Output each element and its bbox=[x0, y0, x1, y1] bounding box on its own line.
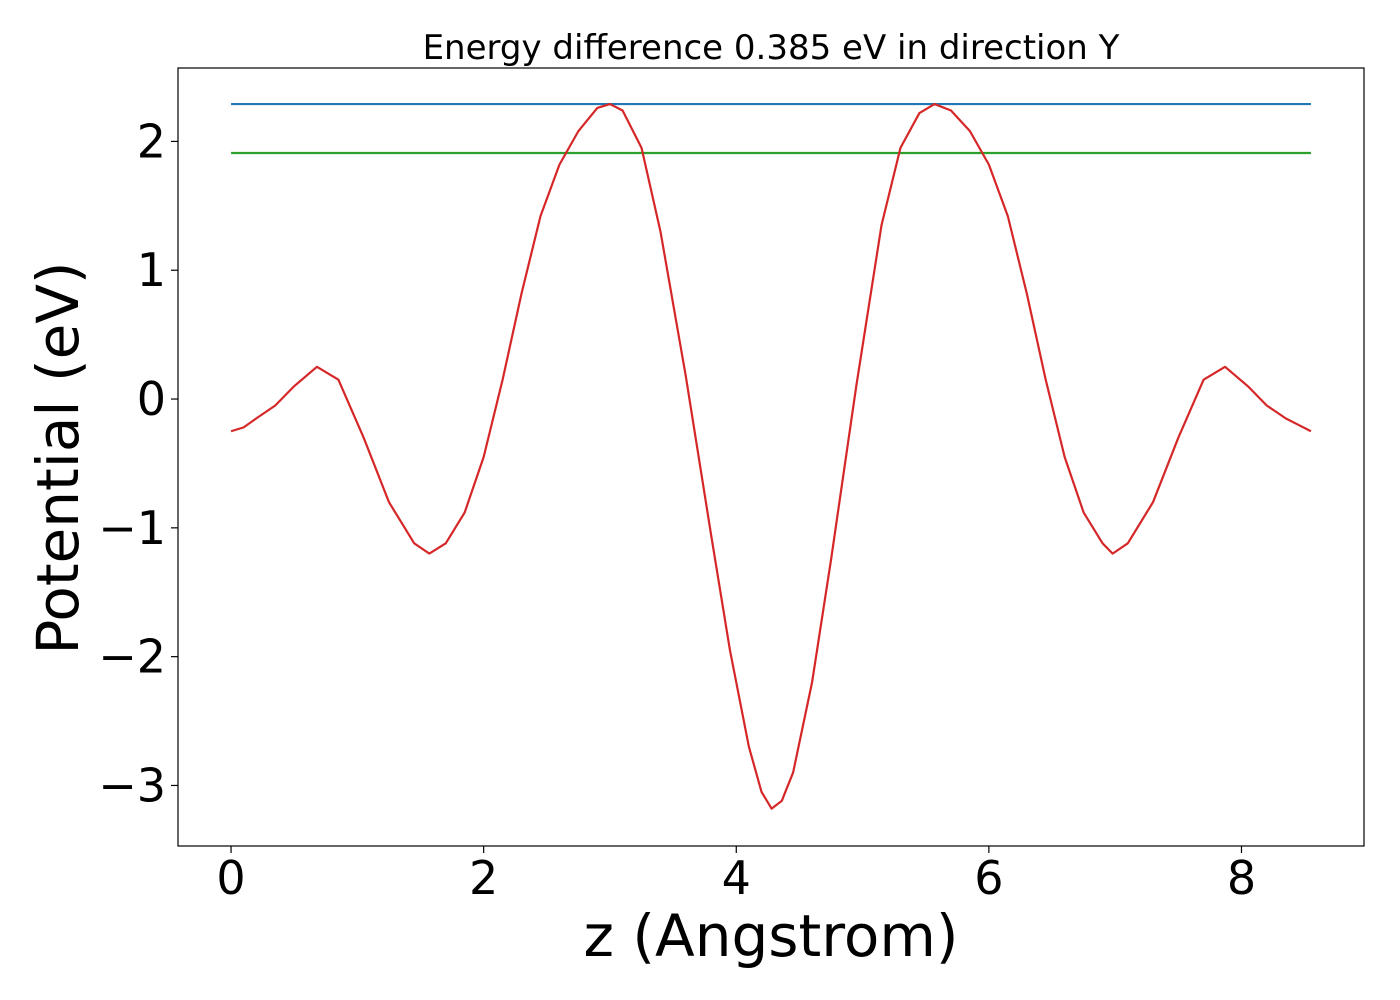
x-tick-label: 8 bbox=[1227, 851, 1256, 905]
y-tick-label: 2 bbox=[137, 114, 166, 168]
y-tick-label: −1 bbox=[98, 501, 166, 555]
chart-title: Energy difference 0.385 eV in direction … bbox=[423, 28, 1120, 68]
x-axis: 0 2 4 6 8 bbox=[216, 846, 1256, 905]
x-tick-label: 4 bbox=[722, 851, 751, 905]
y-axis-label: Potential (eV) bbox=[24, 261, 92, 654]
y-tick-label: −3 bbox=[98, 758, 166, 812]
x-tick-label: 2 bbox=[469, 851, 498, 905]
y-axis: −3 −2 −1 0 1 2 bbox=[98, 114, 178, 812]
plot-area bbox=[177, 67, 1365, 847]
plot-frame bbox=[177, 67, 1365, 847]
y-tick-label: 0 bbox=[137, 372, 166, 426]
x-axis-label: z (Angstrom) bbox=[584, 902, 959, 970]
x-tick-label: 6 bbox=[974, 851, 1003, 905]
series-line-2 bbox=[230, 102, 1312, 810]
y-tick-label: −2 bbox=[98, 630, 166, 684]
x-tick-label: 0 bbox=[216, 851, 245, 905]
y-tick-label: 1 bbox=[137, 243, 166, 297]
